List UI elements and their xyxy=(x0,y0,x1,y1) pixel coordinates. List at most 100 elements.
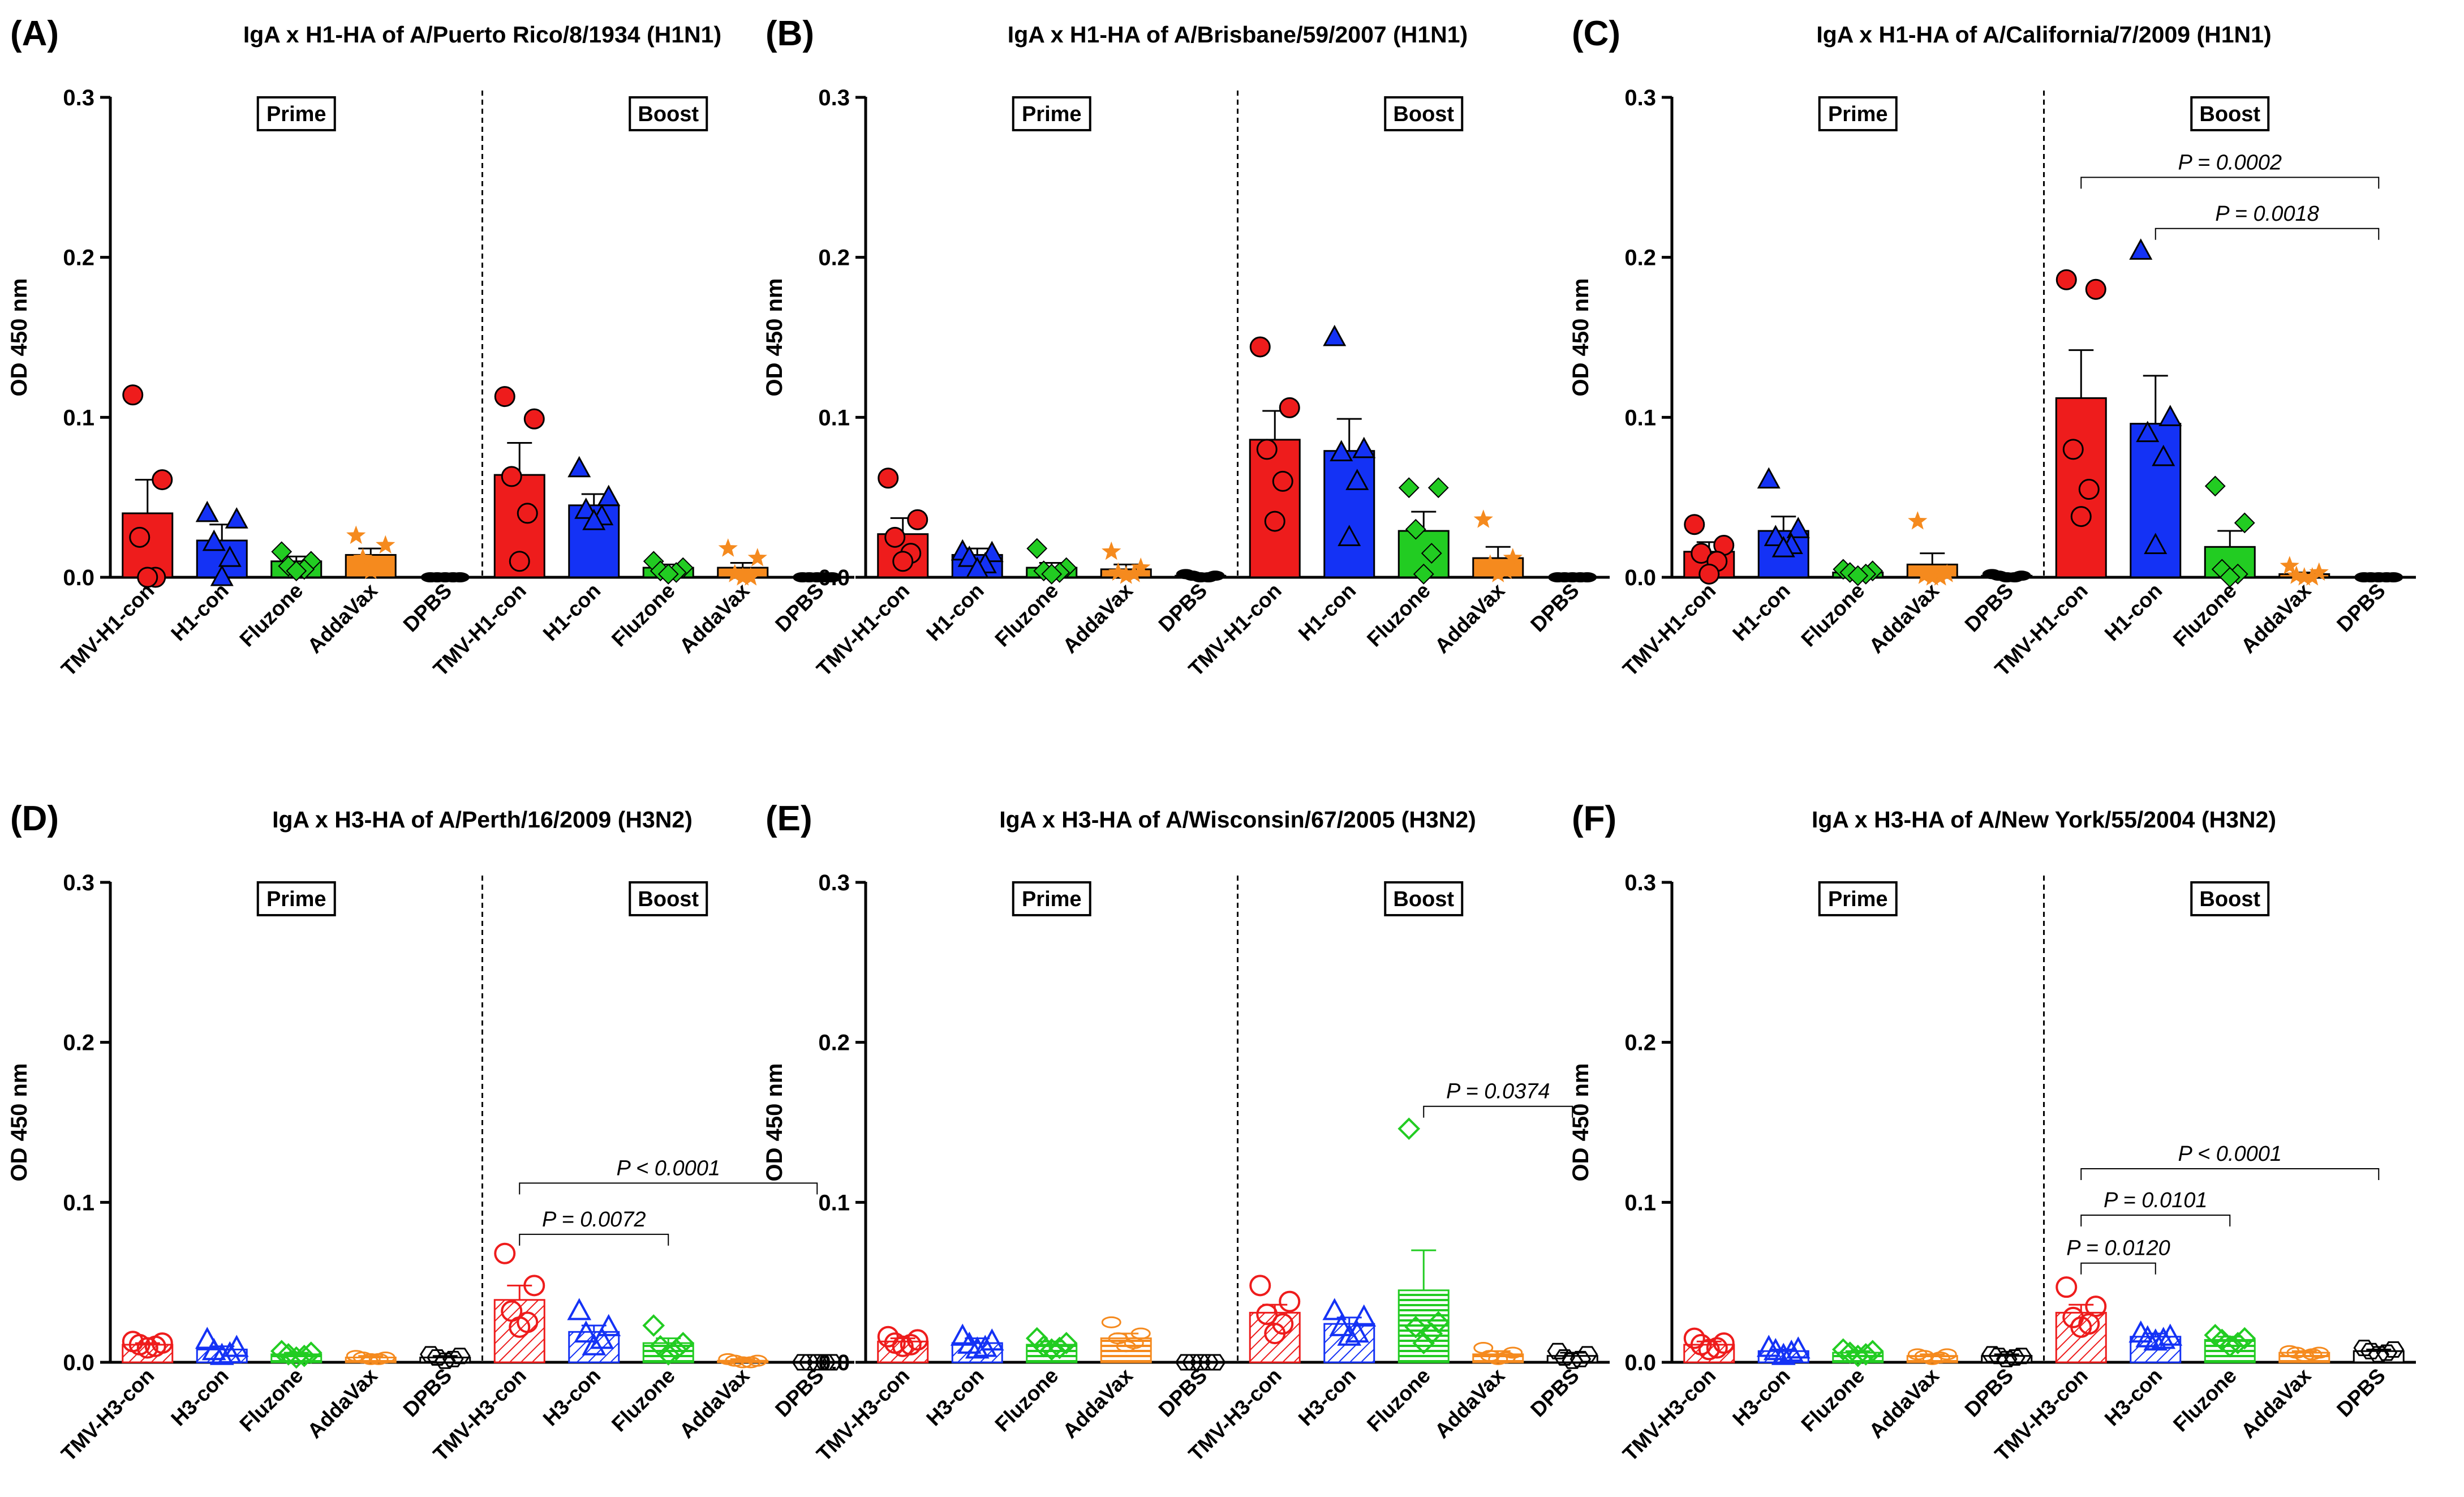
addavax-point-1 xyxy=(1130,1327,1151,1340)
y-tick-label: 0.0 xyxy=(818,565,850,590)
x-tick-label: AddaVax xyxy=(303,1363,382,1443)
x-tick-label: DPBS xyxy=(399,1364,457,1422)
y-tick-label: 0.3 xyxy=(63,870,94,895)
panel-label: (D) xyxy=(10,799,59,838)
dpbs-point-2 xyxy=(1554,1349,1576,1366)
con-point-0 xyxy=(1322,1298,1347,1320)
tmv-point-4 xyxy=(2070,506,2092,527)
dpbs-point-4 xyxy=(1997,572,2016,582)
dpbs-point-4 xyxy=(1563,572,1583,582)
x-tick-label: AddaVax xyxy=(1864,1363,1943,1443)
panel-title: IgA x H3-HA of A/Perth/16/2009 (H3N2) xyxy=(272,807,693,833)
tmv-point-1 xyxy=(1279,397,1300,418)
fluzone-point-0 xyxy=(642,1314,665,1337)
group-box-boost xyxy=(1384,96,1464,131)
addavax-point-4 xyxy=(2294,1350,2315,1362)
x-tick-label: Fluzone xyxy=(1362,1364,1435,1436)
dpbs-point-3 xyxy=(814,1354,836,1371)
y-tick-label: 0.3 xyxy=(1624,870,1656,895)
group-label-boost: Boost xyxy=(638,887,699,911)
group-box-prime xyxy=(1012,881,1091,916)
con-point-3 xyxy=(2151,1327,2176,1349)
significance-bracket xyxy=(519,1182,818,1195)
bar-tmv-h1-con-5 xyxy=(1249,439,1301,578)
panel-e: (E) IgA x H3-HA of A/Wisconsin/67/2005 (H… xyxy=(762,799,1610,1466)
fluzone-point-0 xyxy=(1398,477,1420,499)
tmv-point-3 xyxy=(1272,470,1293,492)
significance-bracket xyxy=(519,1233,669,1246)
dpbs-point-3 xyxy=(442,1350,464,1367)
dpbs-point-3 xyxy=(1569,1350,1592,1367)
con-point-3 xyxy=(973,1335,997,1357)
addavax-point-3 xyxy=(741,1356,761,1369)
y-tick-label: 0.2 xyxy=(1624,1031,1656,1056)
addavax-point-3 xyxy=(2302,567,2322,586)
tmv-point-1 xyxy=(523,408,545,430)
panel-title: IgA x H1-HA of A/Brisbane/59/2007 (H1N1) xyxy=(1008,22,1468,48)
group-box-boost xyxy=(1384,881,1464,916)
panel-label: (B) xyxy=(766,14,814,53)
dpbs-point-4 xyxy=(2369,572,2389,582)
p-value-label: P = 0.0101 xyxy=(2104,1189,2207,1212)
x-tick-label: Fluzone xyxy=(2169,1364,2241,1436)
addavax-point-2 xyxy=(353,548,373,567)
x-tick-label: AddaVax xyxy=(1430,1363,1510,1443)
fluzone-point-3 xyxy=(2226,1332,2250,1354)
dpbs-point-4 xyxy=(435,1352,456,1369)
tmv-point-0 xyxy=(878,467,899,489)
x-tick-label: DPBS xyxy=(1526,579,1584,637)
fluzone-point-2 xyxy=(1405,518,1426,540)
dpbs-point-1 xyxy=(449,1348,471,1365)
tmv-point-1 xyxy=(2085,278,2106,300)
y-tick-label: 0.1 xyxy=(63,1190,94,1215)
x-tick-label: Fluzone xyxy=(991,579,1063,651)
group-label-boost: Boost xyxy=(2199,102,2260,126)
y-axis-label: OD 450 nm xyxy=(1568,1063,1593,1182)
tmv-point-3 xyxy=(517,503,538,524)
x-tick-label: DPBS xyxy=(1960,579,2018,637)
tmv-point-3 xyxy=(144,1335,166,1357)
con-point-0 xyxy=(195,1327,220,1349)
y-tick-label: 0.1 xyxy=(63,405,94,430)
dpbs-point-4 xyxy=(1996,1350,2018,1367)
y-tick-label: 0.2 xyxy=(818,246,850,271)
fluzone-point-4 xyxy=(286,560,307,582)
y-tick-label: 0.0 xyxy=(1624,565,1656,590)
panel-title: IgA x H1-HA of A/California/7/2009 (H1N1… xyxy=(1816,22,2271,48)
con-point-2 xyxy=(957,545,981,567)
tmv-point-0 xyxy=(2056,1276,2078,1298)
x-tick-label: DPBS xyxy=(2332,579,2390,637)
fluzone-point-0 xyxy=(2204,475,2226,497)
addavax-point-4 xyxy=(1116,565,1136,584)
tmv-point-1 xyxy=(152,469,173,491)
x-tick-label: Fluzone xyxy=(235,579,308,651)
addavax-point-3 xyxy=(1930,567,1950,586)
fluzone-point-4 xyxy=(1412,1332,1435,1354)
tmv-point-0 xyxy=(1684,514,1705,535)
con-point-0 xyxy=(567,1298,592,1320)
y-tick-label: 0.2 xyxy=(63,1031,94,1056)
x-tick-label: TMV-H1-con xyxy=(812,579,914,681)
tmv-point-1 xyxy=(907,509,928,530)
dpbs-point-3 xyxy=(2004,1349,2026,1366)
group-label-boost: Boost xyxy=(638,102,699,126)
group-label-boost: Boost xyxy=(1393,102,1454,126)
addavax-point-1 xyxy=(376,535,395,554)
y-tick-label: 0.3 xyxy=(818,870,850,895)
addavax-point-3 xyxy=(369,557,389,576)
con-point-3 xyxy=(1345,469,1369,490)
tmv-point-2 xyxy=(501,466,522,487)
addavax-point-2 xyxy=(1480,554,1500,573)
con-point-4 xyxy=(1338,525,1361,546)
dpbs-point-4 xyxy=(435,572,455,582)
x-tick-label: Fluzone xyxy=(1797,1364,1869,1436)
panel-f: (F) IgA x H3-HA of A/New York/55/2004 (H3… xyxy=(1568,799,2416,1466)
con-point-4 xyxy=(2143,1328,2168,1351)
panel-b: (B) IgA x H1-HA of A/Brisbane/59/2007 (H1… xyxy=(762,14,1610,681)
dpbs-point-1 xyxy=(821,1354,843,1371)
panel-label: (C) xyxy=(1572,14,1620,53)
p-value-label: P = 0.0072 xyxy=(542,1208,646,1232)
dpbs-point-4 xyxy=(2368,1346,2390,1363)
con-point-4 xyxy=(965,556,989,578)
addavax-point-4 xyxy=(733,567,752,586)
